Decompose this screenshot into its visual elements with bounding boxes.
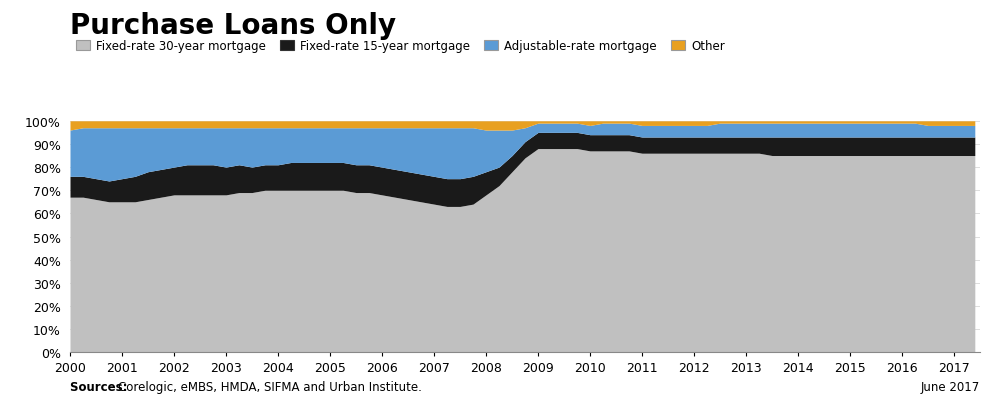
Text: June 2017: June 2017 (921, 380, 980, 393)
Text: Purchase Loans Only: Purchase Loans Only (70, 12, 396, 40)
Text: Corelogic, eMBS, HMDA, SIFMA and Urban Institute.: Corelogic, eMBS, HMDA, SIFMA and Urban I… (118, 380, 422, 393)
Text: Sources:: Sources: (70, 380, 132, 393)
Legend: Fixed-rate 30-year mortgage, Fixed-rate 15-year mortgage, Adjustable-rate mortga: Fixed-rate 30-year mortgage, Fixed-rate … (76, 40, 725, 53)
